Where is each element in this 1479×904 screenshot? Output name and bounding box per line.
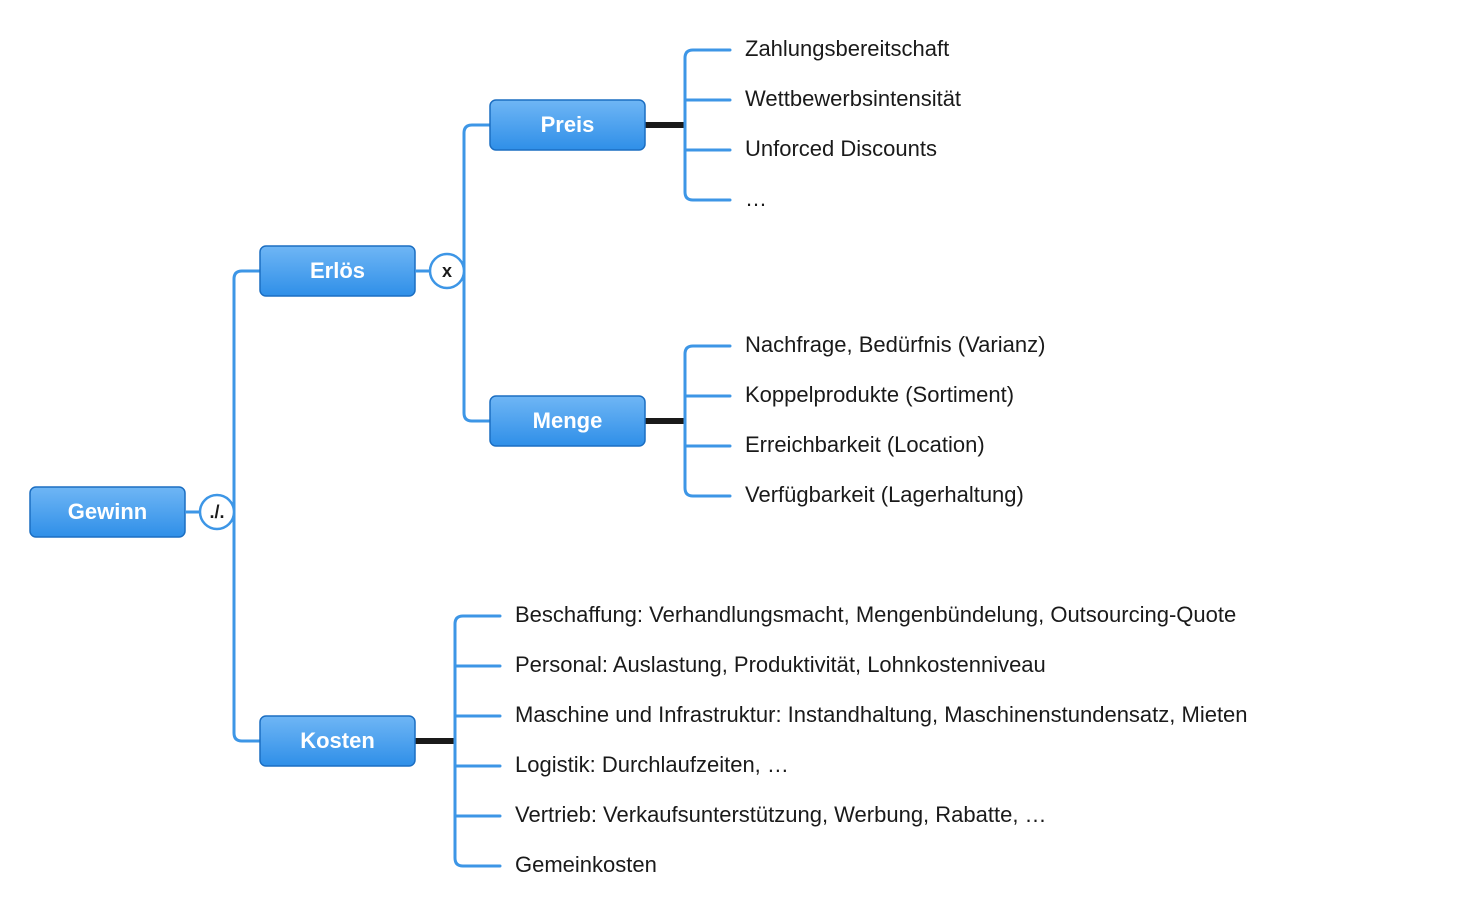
leaves-kosten-item-3: Logistik: Durchlaufzeiten, … [515, 752, 789, 777]
leaves-menge-item-2: Erreichbarkeit (Location) [745, 432, 985, 457]
leaves-kosten-item-2: Maschine und Infrastruktur: Instandhaltu… [515, 702, 1248, 727]
node-gewinn-label: Gewinn [68, 499, 147, 524]
node-erloes: Erlös [260, 246, 415, 296]
profit-tree-diagram: Zahlungsbereitschaft Wettbewerbsintensitä… [0, 0, 1479, 904]
leaves-preis-item-3: … [745, 186, 767, 211]
leaves-menge-item-0: Nachfrage, Bedürfnis (Varianz) [745, 332, 1045, 357]
leaves-menge-item-3: Verfügbarkeit (Lagerhaltung) [745, 482, 1024, 507]
leaves-kosten-item-1: Personal: Auslastung, Produktivität, Loh… [515, 652, 1046, 677]
leaves-preis-item-2: Unforced Discounts [745, 136, 937, 161]
leaves-kosten-item-0: Beschaffung: Verhandlungsmacht, Mengenbü… [515, 602, 1236, 627]
badge-gewinn: ./. [200, 495, 234, 529]
leaves-kosten-item-4: Vertrieb: Verkaufsunterstützung, Werbung… [515, 802, 1047, 827]
badge-erloes-label: x [442, 261, 452, 281]
node-kosten-label: Kosten [300, 728, 375, 753]
node-preis: Preis [490, 100, 645, 150]
badge-erloes: x [430, 254, 464, 288]
node-menge-label: Menge [533, 408, 603, 433]
badge-gewinn-label: ./. [209, 502, 224, 522]
leaves-menge-item-1: Koppelprodukte (Sortiment) [745, 382, 1014, 407]
node-preis-label: Preis [541, 112, 595, 137]
node-gewinn: Gewinn [30, 487, 185, 537]
node-menge: Menge [490, 396, 645, 446]
leaves-preis-item-0: Zahlungsbereitschaft [745, 36, 949, 61]
node-kosten: Kosten [260, 716, 415, 766]
leaves-kosten-item-5: Gemeinkosten [515, 852, 657, 877]
node-erloes-label: Erlös [310, 258, 365, 283]
leaves-preis-item-1: Wettbewerbsintensität [745, 86, 961, 111]
